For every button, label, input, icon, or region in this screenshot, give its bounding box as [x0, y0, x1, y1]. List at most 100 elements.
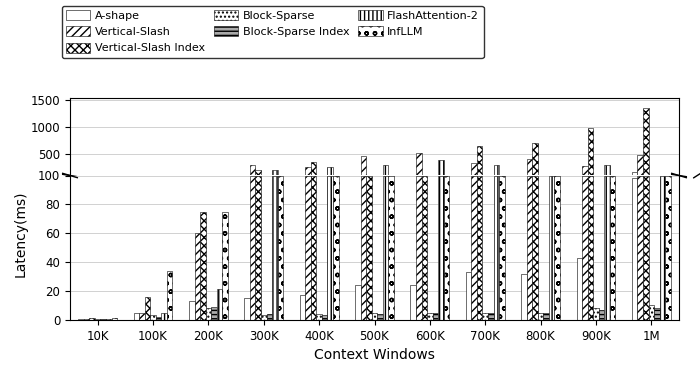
- Bar: [256, 170, 261, 181]
- Bar: [78, 319, 84, 320]
- Bar: [150, 316, 156, 320]
- Bar: [604, 176, 610, 320]
- Bar: [665, 176, 671, 320]
- Bar: [322, 316, 328, 320]
- Bar: [471, 163, 477, 181]
- Bar: [433, 313, 438, 320]
- Bar: [632, 178, 638, 320]
- Bar: [648, 305, 654, 320]
- Bar: [632, 172, 638, 181]
- Bar: [444, 176, 449, 320]
- Bar: [438, 176, 444, 320]
- Bar: [360, 176, 366, 320]
- Bar: [421, 176, 427, 320]
- Bar: [261, 316, 267, 320]
- Bar: [111, 318, 117, 320]
- Bar: [156, 317, 161, 320]
- Bar: [95, 319, 101, 320]
- Bar: [244, 298, 250, 320]
- Bar: [328, 176, 333, 320]
- Bar: [427, 313, 433, 320]
- Bar: [549, 176, 554, 320]
- Bar: [256, 176, 261, 320]
- Bar: [588, 128, 593, 181]
- Bar: [333, 176, 339, 320]
- Bar: [167, 271, 172, 320]
- Bar: [278, 176, 283, 320]
- Bar: [161, 313, 167, 320]
- Bar: [654, 308, 659, 320]
- Bar: [355, 285, 360, 320]
- Bar: [305, 176, 311, 320]
- Bar: [610, 176, 615, 320]
- Bar: [189, 301, 195, 320]
- Bar: [145, 297, 150, 320]
- Bar: [543, 313, 549, 320]
- Bar: [659, 176, 665, 320]
- Bar: [488, 313, 494, 320]
- X-axis label: Context Windows: Context Windows: [314, 348, 435, 362]
- Bar: [267, 314, 272, 320]
- Bar: [250, 176, 255, 320]
- Bar: [588, 176, 593, 320]
- Bar: [300, 295, 305, 320]
- Bar: [311, 176, 316, 320]
- Bar: [200, 211, 206, 320]
- Bar: [272, 170, 278, 181]
- Bar: [538, 313, 543, 320]
- Bar: [494, 165, 499, 181]
- Bar: [250, 165, 255, 181]
- Bar: [499, 176, 505, 320]
- Bar: [526, 160, 532, 181]
- Bar: [532, 143, 538, 181]
- Bar: [272, 176, 278, 320]
- Bar: [638, 176, 643, 320]
- Bar: [366, 176, 372, 320]
- Bar: [643, 108, 648, 181]
- Bar: [377, 314, 383, 320]
- Bar: [90, 317, 95, 320]
- Bar: [305, 167, 311, 181]
- Bar: [598, 310, 604, 320]
- Bar: [532, 176, 538, 320]
- Bar: [311, 162, 316, 181]
- Bar: [466, 272, 471, 320]
- Bar: [477, 146, 482, 181]
- Bar: [134, 313, 139, 320]
- Bar: [604, 165, 610, 181]
- Bar: [416, 153, 421, 181]
- Bar: [211, 307, 217, 320]
- Bar: [582, 176, 587, 320]
- Bar: [328, 167, 333, 181]
- Bar: [643, 176, 648, 320]
- Bar: [477, 176, 482, 320]
- Bar: [223, 211, 228, 320]
- Bar: [638, 154, 643, 181]
- Bar: [101, 319, 106, 320]
- Bar: [410, 285, 416, 320]
- Bar: [522, 274, 526, 320]
- Text: Latency(ms): Latency(ms): [14, 191, 28, 277]
- Bar: [389, 176, 394, 320]
- Bar: [482, 313, 488, 320]
- Bar: [526, 176, 532, 320]
- Bar: [383, 176, 389, 320]
- Bar: [217, 289, 223, 320]
- Legend: A-shape, Vertical-Slash, Vertical-Slash Index, Block-Sparse, Block-Sparse Index,: A-shape, Vertical-Slash, Vertical-Slash …: [62, 5, 484, 58]
- Bar: [582, 167, 587, 181]
- Bar: [494, 176, 499, 320]
- Bar: [195, 233, 200, 320]
- Bar: [372, 313, 377, 320]
- Bar: [206, 308, 211, 320]
- Bar: [471, 176, 477, 320]
- Bar: [593, 308, 598, 320]
- Bar: [438, 160, 444, 181]
- Bar: [106, 319, 111, 320]
- Bar: [416, 176, 421, 320]
- Bar: [383, 165, 389, 181]
- Bar: [84, 319, 90, 320]
- Bar: [554, 176, 560, 320]
- Bar: [139, 313, 145, 320]
- Bar: [316, 314, 322, 320]
- Bar: [360, 156, 366, 181]
